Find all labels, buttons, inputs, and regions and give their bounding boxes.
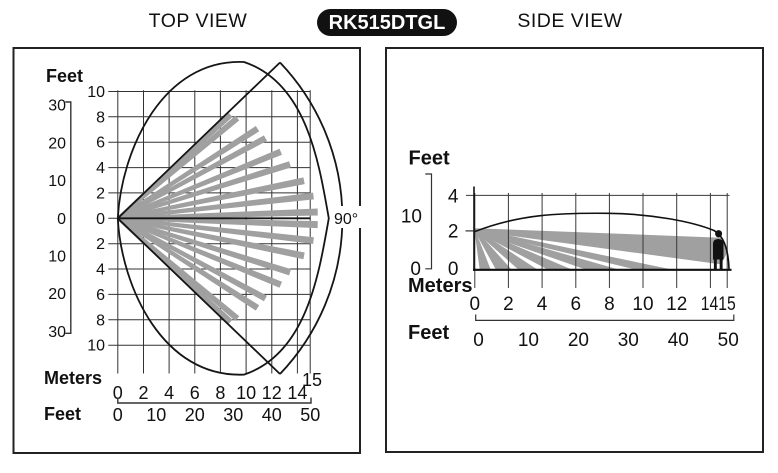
svg-text:0: 0 bbox=[113, 383, 123, 403]
svg-text:10: 10 bbox=[401, 206, 422, 227]
svg-text:20: 20 bbox=[48, 286, 66, 303]
svg-text:10: 10 bbox=[87, 84, 105, 101]
svg-text:0: 0 bbox=[473, 330, 484, 351]
svg-text:10: 10 bbox=[632, 294, 653, 315]
svg-text:12: 12 bbox=[666, 294, 687, 315]
svg-text:TOP VIEW: TOP VIEW bbox=[149, 10, 248, 32]
svg-text:4: 4 bbox=[164, 383, 174, 403]
svg-text:20: 20 bbox=[568, 330, 589, 351]
svg-text:30: 30 bbox=[48, 98, 66, 115]
svg-text:2: 2 bbox=[448, 222, 459, 243]
svg-text:10: 10 bbox=[48, 249, 66, 266]
svg-text:0: 0 bbox=[448, 259, 459, 280]
svg-text:0: 0 bbox=[470, 294, 481, 315]
svg-text:30: 30 bbox=[48, 324, 66, 341]
svg-text:8: 8 bbox=[215, 383, 225, 403]
svg-text:50: 50 bbox=[718, 330, 739, 351]
svg-text:15: 15 bbox=[302, 370, 322, 390]
svg-text:2: 2 bbox=[96, 185, 105, 202]
svg-text:30: 30 bbox=[618, 330, 639, 351]
svg-text:20: 20 bbox=[48, 135, 66, 152]
svg-text:0: 0 bbox=[113, 405, 123, 425]
svg-text:10: 10 bbox=[236, 383, 256, 403]
svg-text:6: 6 bbox=[571, 294, 582, 315]
svg-text:10: 10 bbox=[48, 173, 66, 190]
svg-text:14: 14 bbox=[287, 383, 307, 403]
svg-text:20: 20 bbox=[185, 405, 205, 425]
svg-text:0: 0 bbox=[96, 211, 105, 228]
svg-text:40: 40 bbox=[262, 405, 282, 425]
svg-text:12: 12 bbox=[262, 383, 282, 403]
svg-text:6: 6 bbox=[190, 383, 200, 403]
svg-text:0: 0 bbox=[57, 211, 66, 228]
svg-text:40: 40 bbox=[668, 330, 689, 351]
svg-text:Feet: Feet bbox=[408, 322, 449, 344]
svg-text:10: 10 bbox=[146, 405, 166, 425]
svg-text:0: 0 bbox=[410, 259, 421, 280]
svg-text:90°: 90° bbox=[334, 211, 358, 228]
svg-text:RK515DTGL: RK515DTGL bbox=[329, 12, 446, 34]
svg-text:14: 14 bbox=[701, 294, 719, 315]
svg-text:2: 2 bbox=[138, 383, 148, 403]
svg-text:Feet: Feet bbox=[44, 404, 81, 424]
svg-text:4: 4 bbox=[537, 294, 548, 315]
svg-text:15: 15 bbox=[718, 294, 736, 315]
svg-text:8: 8 bbox=[96, 109, 105, 126]
svg-text:4: 4 bbox=[96, 160, 105, 177]
svg-text:Feet: Feet bbox=[409, 148, 450, 170]
svg-text:30: 30 bbox=[223, 405, 243, 425]
svg-text:2: 2 bbox=[503, 294, 514, 315]
svg-text:8: 8 bbox=[96, 312, 105, 329]
svg-text:Meters: Meters bbox=[408, 275, 472, 297]
svg-text:Feet: Feet bbox=[46, 66, 83, 86]
svg-text:SIDE VIEW: SIDE VIEW bbox=[517, 10, 622, 32]
svg-text:8: 8 bbox=[604, 294, 615, 315]
svg-text:Meters: Meters bbox=[44, 368, 102, 388]
svg-text:4: 4 bbox=[96, 262, 105, 279]
svg-text:4: 4 bbox=[448, 187, 459, 208]
svg-text:6: 6 bbox=[96, 287, 105, 304]
svg-text:6: 6 bbox=[96, 135, 105, 152]
svg-text:50: 50 bbox=[300, 405, 320, 425]
svg-text:10: 10 bbox=[87, 338, 105, 355]
svg-text:2: 2 bbox=[96, 236, 105, 253]
svg-text:10: 10 bbox=[518, 330, 539, 351]
